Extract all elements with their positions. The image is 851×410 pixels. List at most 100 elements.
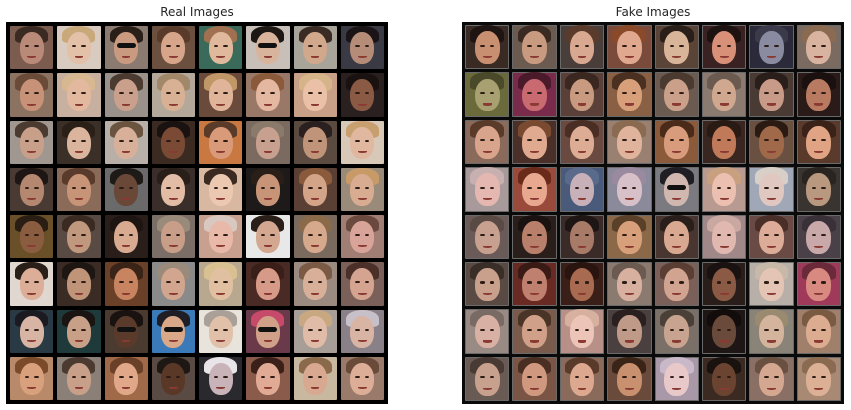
eye-shape [821, 281, 826, 284]
fake-face-tile [749, 25, 794, 70]
face-shape [303, 79, 328, 112]
mouth-shape [530, 387, 539, 390]
real-face-tile [340, 215, 384, 259]
eye-shape [81, 45, 86, 48]
face-shape [522, 220, 547, 254]
eye-shape [716, 91, 722, 95]
face-shape [255, 315, 280, 348]
face-shape [664, 125, 690, 159]
fake-face-tile [512, 167, 557, 212]
face-shape [114, 315, 139, 348]
face-shape [350, 32, 375, 65]
eye-shape [364, 186, 370, 189]
face-shape [759, 220, 784, 254]
eye-shape [308, 186, 313, 189]
real-face-tile [57, 73, 101, 117]
eye-shape [574, 91, 580, 95]
real-face-tile [246, 356, 290, 400]
eye-shape [811, 91, 817, 95]
mouth-shape [216, 103, 225, 106]
eye-shape [213, 92, 219, 95]
eye-shape [716, 281, 722, 284]
eye-shape [622, 328, 627, 331]
mouth-shape [169, 245, 178, 248]
mouth-shape [530, 245, 539, 248]
eye-shape [622, 281, 627, 284]
real-face-tile [151, 120, 195, 164]
eye-shape [71, 186, 77, 189]
eye-shape [631, 44, 637, 47]
mouth-shape [624, 245, 634, 248]
face-shape [711, 220, 737, 254]
real-face-tile [151, 167, 195, 211]
eye-shape [260, 281, 266, 284]
real-face-tile [246, 26, 290, 70]
face-shape [474, 268, 500, 301]
eye-shape [774, 139, 779, 142]
mouth-shape [530, 103, 539, 106]
real-face-tile [246, 309, 290, 353]
mouth-shape [263, 103, 273, 106]
mouth-shape [577, 198, 587, 201]
face-shape [759, 268, 784, 301]
mouth-shape [74, 339, 84, 342]
face-shape [522, 173, 547, 207]
mouth-shape [624, 198, 634, 201]
eye-shape [679, 139, 684, 142]
mouth-shape [169, 150, 178, 153]
fake-face-tile [465, 119, 510, 165]
face-shape [350, 362, 375, 395]
eye-shape [821, 186, 826, 189]
eye-shape [34, 92, 39, 95]
eye-shape [355, 92, 360, 95]
eye-shape [774, 376, 779, 379]
eye-shape [364, 234, 370, 237]
eye-shape [622, 91, 627, 95]
real-images-grid [6, 22, 388, 404]
eye-shape [81, 281, 86, 284]
face-shape [806, 173, 832, 207]
face-shape [616, 78, 642, 112]
eye-shape [574, 328, 580, 331]
face-shape [350, 315, 375, 348]
eye-shape [128, 234, 134, 237]
eye-shape [119, 186, 124, 189]
mouth-shape [577, 245, 587, 248]
eye-shape [631, 139, 637, 142]
eye-shape [119, 375, 124, 378]
eye-shape [81, 375, 86, 378]
real-face-tile [104, 73, 148, 117]
sunglasses-shape [163, 326, 183, 332]
eye-shape [622, 234, 627, 237]
eye-shape [355, 234, 360, 237]
face-shape [569, 31, 595, 65]
eye-shape [574, 44, 580, 47]
eye-shape [213, 45, 219, 48]
face-shape [474, 173, 500, 207]
mouth-shape [577, 150, 587, 154]
eye-shape [166, 92, 171, 95]
eye-shape [260, 186, 266, 189]
eye-shape [34, 328, 39, 331]
mouth-shape [719, 103, 729, 106]
eye-shape [527, 91, 532, 95]
eye-shape [355, 281, 360, 284]
eye-shape [622, 139, 627, 142]
fake-face-tile [701, 119, 747, 165]
eye-shape [317, 92, 323, 95]
real-face-tile [340, 262, 384, 306]
fake-face-tile [749, 309, 794, 354]
eye-shape [24, 92, 30, 95]
mouth-shape [121, 198, 131, 201]
real-face-tile [57, 309, 101, 353]
face-shape [303, 268, 328, 301]
real-face-tile [151, 309, 195, 353]
eye-shape [317, 186, 323, 189]
mouth-shape [814, 56, 824, 59]
face-shape [569, 173, 595, 207]
real-face-tile [293, 356, 337, 400]
face-shape [616, 268, 642, 301]
face-shape [19, 173, 44, 206]
eye-shape [537, 44, 542, 47]
mouth-shape [263, 245, 273, 248]
